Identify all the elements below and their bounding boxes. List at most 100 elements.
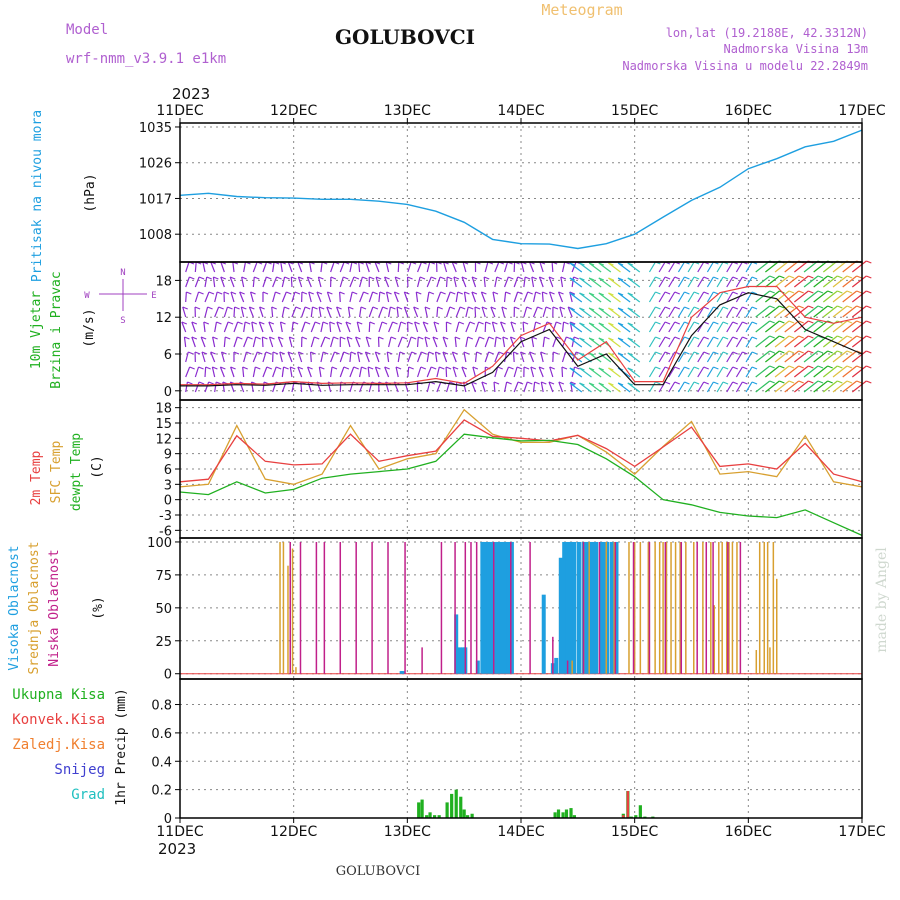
wind-barb-flag — [437, 306, 443, 310]
wind-barb-flag — [588, 337, 595, 341]
wind-barb — [832, 365, 848, 378]
wind-barb — [627, 292, 641, 303]
wind-barb-flag — [205, 366, 211, 370]
wind-barb-flag — [769, 275, 775, 279]
wind-barb — [223, 321, 229, 333]
wind-barb-flag — [516, 366, 523, 370]
cloud-high-bar — [496, 541, 501, 674]
wind-barb — [378, 321, 383, 333]
wind-barb — [542, 336, 546, 348]
wind-barb — [842, 260, 858, 273]
wind-barb-flag — [297, 366, 304, 370]
wind-barb — [842, 365, 858, 378]
wind-barb-flag — [798, 320, 804, 324]
wind-barb-flag — [400, 321, 407, 325]
wind-barb — [716, 366, 724, 378]
wind-barb-flag — [827, 335, 833, 339]
wind-barb — [822, 335, 838, 348]
compass-w: W — [84, 291, 90, 301]
wind-barb — [451, 261, 457, 273]
precip-total-bar — [572, 815, 577, 818]
wind-barb — [426, 381, 431, 393]
wind-barb-flag — [598, 337, 605, 341]
wind-barb — [588, 337, 602, 348]
wind-barb — [185, 351, 189, 363]
y-tick-label: 12 — [155, 432, 172, 447]
wind-barb — [569, 367, 583, 378]
wind-barb-flag — [808, 290, 814, 294]
wind-barb-flag — [703, 381, 709, 385]
wind-barb-flag — [194, 306, 201, 310]
wind-barb — [291, 306, 297, 318]
wind-barb — [262, 366, 268, 378]
wind-barb-flag — [446, 276, 453, 280]
wind-barb — [368, 321, 371, 333]
wind-barb — [598, 292, 612, 303]
wind-barb-flag — [266, 366, 273, 370]
wind-barb-flag — [866, 350, 872, 354]
wind-barb-flag — [617, 292, 624, 296]
wind-barb-flag — [570, 321, 576, 325]
wind-barb-flag — [722, 321, 729, 325]
wind-barb-flag — [198, 381, 205, 385]
wind-barb-flag — [808, 320, 814, 324]
precip-legend-item: Grad — [71, 787, 105, 803]
wind-barb-flag — [208, 381, 214, 385]
panel-pressure: 1008 1017 1026 1035 — [139, 121, 863, 262]
wind-barb-flag — [413, 306, 419, 310]
wind-barb-flag — [233, 351, 240, 355]
year-bottom: 2023 — [158, 840, 196, 858]
wind-barb-flag — [608, 277, 614, 281]
wind-barb — [359, 276, 363, 288]
wind-barb — [185, 366, 191, 378]
wind-barb-flag — [249, 306, 255, 310]
wind-barb — [290, 276, 293, 288]
wind-barb — [668, 321, 676, 333]
wind-barb-flag — [608, 292, 614, 296]
wind-barb-flag — [742, 321, 748, 325]
wind-barb — [706, 321, 714, 333]
cloud-high-bar — [558, 557, 563, 674]
year-top: 2023 — [172, 85, 210, 103]
wind-barb-flag — [404, 291, 410, 295]
cloud-high-bar — [400, 671, 405, 674]
precip-total-bar — [553, 812, 557, 818]
wind-barb — [414, 321, 419, 333]
wind-barb-flag — [269, 336, 275, 340]
wind-barb — [617, 292, 631, 303]
wind-barb-flag — [517, 291, 523, 295]
wind-barb — [677, 291, 685, 303]
wind-barb — [185, 276, 190, 288]
wind-barb — [252, 366, 256, 378]
wind-barb-flag — [856, 290, 862, 294]
wind-barb-flag — [372, 306, 379, 310]
wind-barb — [397, 351, 401, 363]
wind-barb-flag — [837, 380, 843, 384]
panel-clouds: 0 25 50 75 100 — [147, 536, 862, 683]
wind-barb — [588, 322, 602, 333]
wind-barb-flag — [343, 276, 349, 280]
wind-barb — [706, 261, 714, 273]
wind-barb — [523, 381, 528, 393]
wind-barb-flag — [817, 380, 824, 384]
wind-barb — [531, 276, 535, 288]
wind-barb-flag — [351, 291, 358, 295]
wind-barb — [832, 320, 848, 333]
wind-barb — [509, 336, 515, 348]
cloud-high-bar — [541, 594, 546, 674]
wind-barb-flag — [827, 275, 833, 279]
wind-barb-flag — [304, 321, 311, 325]
wind-barb-flag — [560, 276, 567, 280]
precip-conv-bar — [622, 815, 625, 818]
x-tick-label-top: 15DEC — [611, 103, 658, 119]
wind-barb — [755, 350, 771, 363]
wind-barb-flag — [244, 321, 251, 325]
wind-barb — [745, 351, 753, 363]
wind-barb-flag — [703, 306, 709, 310]
wind-barb-flag — [529, 351, 535, 355]
wind-barb-flag — [617, 277, 624, 281]
wind-barb — [268, 321, 274, 333]
wind-barb — [745, 381, 753, 393]
wind-barb — [813, 320, 829, 333]
wind-barb — [484, 336, 490, 348]
